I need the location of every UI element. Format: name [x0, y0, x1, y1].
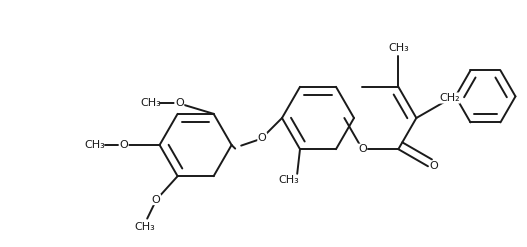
Text: O: O — [258, 133, 267, 143]
Text: CH₃: CH₃ — [279, 175, 299, 185]
Text: CH₃: CH₃ — [140, 98, 161, 108]
Text: O: O — [430, 161, 438, 171]
Text: CH₂: CH₂ — [440, 93, 460, 103]
Text: O: O — [119, 140, 128, 150]
Text: CH₃: CH₃ — [388, 43, 409, 53]
Text: O: O — [175, 98, 184, 108]
Text: O: O — [152, 195, 160, 205]
Text: O: O — [358, 144, 367, 154]
Text: CH₃: CH₃ — [135, 222, 155, 232]
Text: CH₃: CH₃ — [84, 140, 105, 150]
